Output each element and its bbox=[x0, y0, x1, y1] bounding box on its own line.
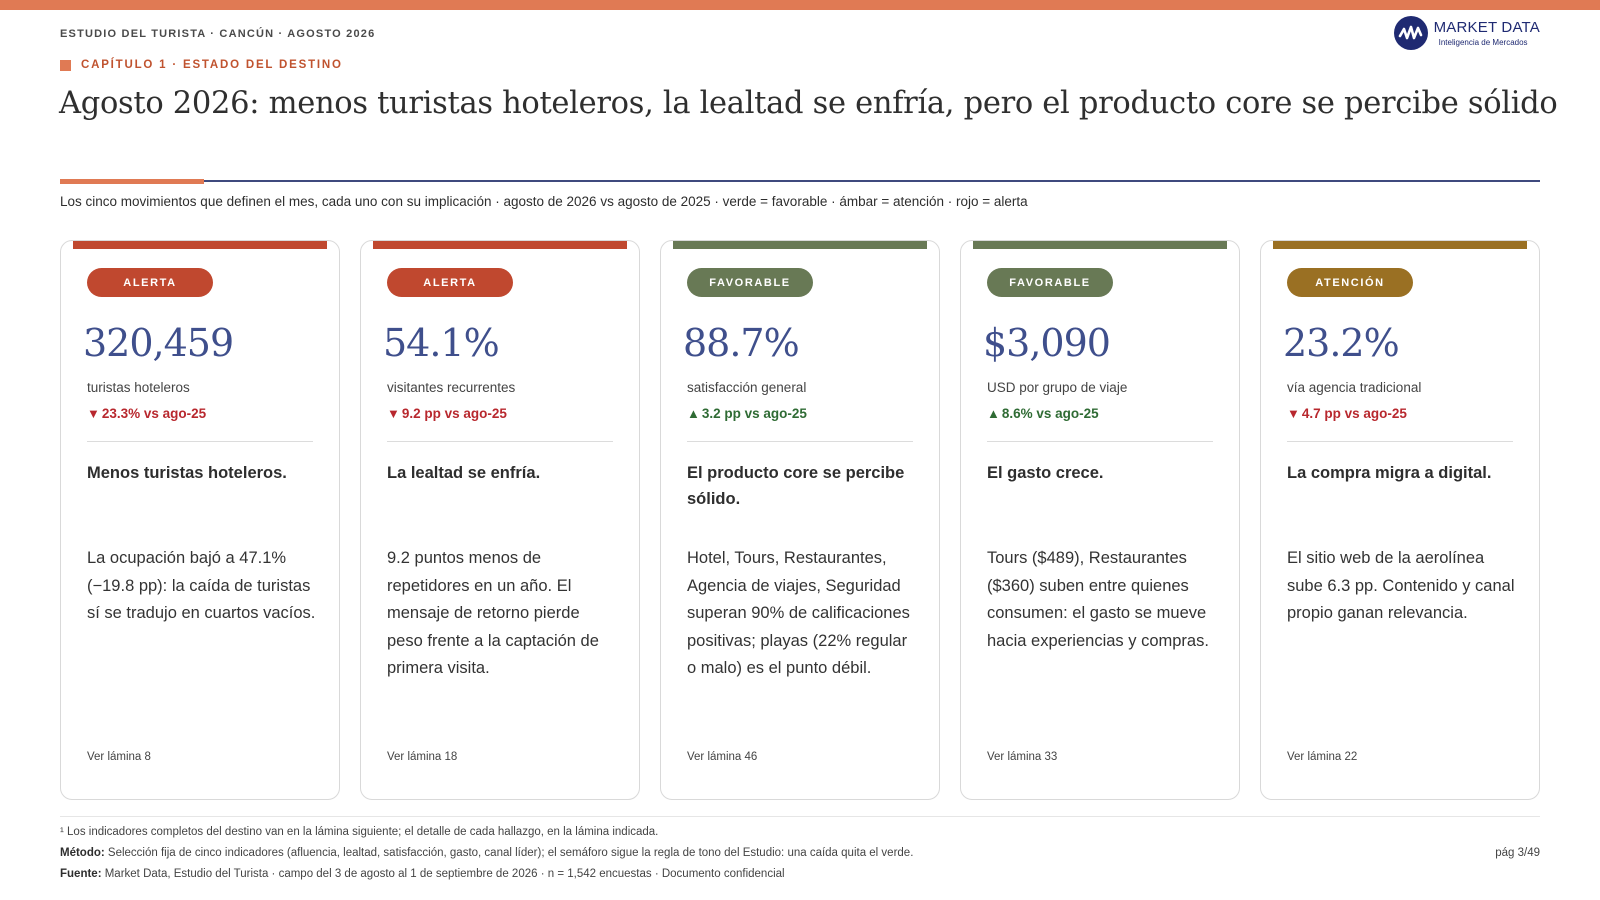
card-divider bbox=[987, 441, 1213, 442]
report-kicker: ESTUDIO DEL TURISTA · CANCÚN · AGOSTO 20… bbox=[60, 28, 376, 40]
findings-cards: ALERTA 320,459 turistas hoteleros ▼ 23.3%… bbox=[60, 240, 1540, 800]
finding-card: FAVORABLE $3,090 USD por grupo de viaje … bbox=[960, 240, 1240, 800]
card-divider bbox=[687, 441, 913, 442]
delta-arrow-icon: ▲ bbox=[687, 406, 700, 421]
metric-value: 23.2% bbox=[1283, 321, 1400, 365]
brand-logo: MARKET DATA Inteligencia de Mercados bbox=[1393, 16, 1540, 50]
logo-name: MARKET DATA bbox=[1433, 18, 1540, 36]
status-badge: FAVORABLE bbox=[987, 268, 1113, 297]
metric-delta: ▲ 3.2 pp vs ago-25 bbox=[687, 406, 807, 421]
metric-label: USD por grupo de viaje bbox=[987, 380, 1128, 395]
logo-tagline: Inteligencia de Mercados bbox=[1438, 37, 1528, 47]
finding-card: ALERTA 54.1% visitantes recurrentes ▼ 9.2… bbox=[360, 240, 640, 800]
metric-value: 320,459 bbox=[83, 321, 234, 365]
card-status-strip bbox=[973, 241, 1227, 249]
card-divider bbox=[387, 441, 613, 442]
finding-title: Menos turistas hoteleros. bbox=[87, 464, 287, 482]
source-text: Market Data, Estudio del Turista · campo… bbox=[101, 868, 785, 880]
method-label: Método: bbox=[60, 847, 105, 859]
metric-label: turistas hoteleros bbox=[87, 380, 190, 395]
metric-value: 54.1% bbox=[383, 321, 500, 365]
method-text: Selección fija de cinco indicadores (afl… bbox=[104, 847, 914, 859]
metric-delta: ▲ 8.6% vs ago-25 bbox=[987, 406, 1099, 421]
slide-reference: Ver lámina 8 bbox=[87, 751, 151, 763]
chapter-label-row: CAPÍTULO 1 · ESTADO DEL DESTINO bbox=[60, 59, 343, 71]
delta-text: 23.3% vs ago-25 bbox=[101, 406, 207, 421]
card-status-strip bbox=[673, 241, 927, 249]
delta-text: 3.2 pp vs ago-25 bbox=[701, 406, 807, 421]
chapter-square-icon bbox=[60, 59, 71, 71]
finding-body: El sitio web de la aerolínea sube 6.3 pp… bbox=[1287, 549, 1515, 622]
metric-delta: ▼ 9.2 pp vs ago-25 bbox=[387, 406, 507, 421]
finding-body: Tours ($489), Restaurantes ($360) suben … bbox=[987, 549, 1209, 650]
slide-reference: Ver lámina 33 bbox=[987, 751, 1058, 763]
title-rule bbox=[60, 180, 1540, 182]
market-data-logo-icon bbox=[1393, 16, 1428, 50]
slide-reference: Ver lámina 22 bbox=[1287, 751, 1358, 763]
finding-card: ATENCIÓN 23.2% vía agencia tradicional ▼… bbox=[1260, 240, 1540, 800]
card-divider bbox=[87, 441, 313, 442]
finding-card: FAVORABLE 88.7% satisfacción general ▲ 3.… bbox=[660, 240, 940, 800]
finding-title: El producto core se percibe sólido. bbox=[687, 464, 905, 508]
page-subtitle: Los cinco movimientos que definen el mes… bbox=[60, 194, 1028, 209]
metric-value: $3,090 bbox=[983, 321, 1111, 365]
metric-delta: ▼ 4.7 pp vs ago-25 bbox=[1287, 406, 1407, 421]
title-rule-accent bbox=[60, 179, 204, 184]
delta-arrow-icon: ▼ bbox=[1287, 406, 1300, 421]
finding-title: La compra migra a digital. bbox=[1287, 464, 1492, 482]
metric-label: vía agencia tradicional bbox=[1287, 380, 1422, 395]
delta-arrow-icon: ▼ bbox=[387, 406, 400, 421]
chapter-label: CAPÍTULO 1 · ESTADO DEL DESTINO bbox=[81, 59, 343, 71]
metric-delta: ▼ 23.3% vs ago-25 bbox=[87, 406, 206, 421]
metric-label: satisfacción general bbox=[687, 380, 807, 395]
finding-title: La lealtad se enfría. bbox=[387, 464, 541, 482]
status-badge: FAVORABLE bbox=[687, 268, 813, 297]
metric-value: 88.7% bbox=[683, 321, 800, 365]
metric-label: visitantes recurrentes bbox=[387, 380, 516, 395]
page-title: Agosto 2026: menos turistas hoteleros, l… bbox=[59, 86, 1558, 121]
footnote: ¹ Los indicadores completos del destino … bbox=[60, 826, 659, 838]
source-label: Fuente: bbox=[60, 868, 102, 880]
footer-rule bbox=[60, 816, 1540, 817]
slide-reference: Ver lámina 18 bbox=[387, 751, 458, 763]
status-badge: ALERTA bbox=[87, 268, 213, 297]
delta-text: 4.7 pp vs ago-25 bbox=[1301, 406, 1407, 421]
card-divider bbox=[1287, 441, 1513, 442]
finding-body: 9.2 puntos menos de repetidores en un añ… bbox=[387, 549, 599, 677]
card-status-strip bbox=[73, 241, 327, 249]
page-number: pág 3/49 bbox=[1495, 847, 1540, 859]
delta-text: 8.6% vs ago-25 bbox=[1001, 406, 1099, 421]
method-note: Método: Selección fija de cinco indicado… bbox=[60, 847, 913, 859]
delta-text: 9.2 pp vs ago-25 bbox=[401, 406, 507, 421]
delta-arrow-icon: ▼ bbox=[87, 406, 100, 421]
finding-body: Hotel, Tours, Restaurantes, Agencia de v… bbox=[687, 549, 910, 677]
source-note: Fuente: Market Data, Estudio del Turista… bbox=[60, 868, 785, 880]
card-status-strip bbox=[373, 241, 627, 249]
card-status-strip bbox=[1273, 241, 1527, 249]
delta-arrow-icon: ▲ bbox=[987, 406, 1000, 421]
status-badge: ALERTA bbox=[387, 268, 513, 297]
finding-title: El gasto crece. bbox=[987, 464, 1104, 482]
finding-card: ALERTA 320,459 turistas hoteleros ▼ 23.3%… bbox=[60, 240, 340, 800]
top-accent-bar bbox=[0, 0, 1600, 10]
status-badge: ATENCIÓN bbox=[1287, 268, 1413, 297]
finding-body: La ocupación bajó a 47.1% (−19.8 pp): la… bbox=[87, 549, 316, 622]
slide-reference: Ver lámina 46 bbox=[687, 751, 758, 763]
